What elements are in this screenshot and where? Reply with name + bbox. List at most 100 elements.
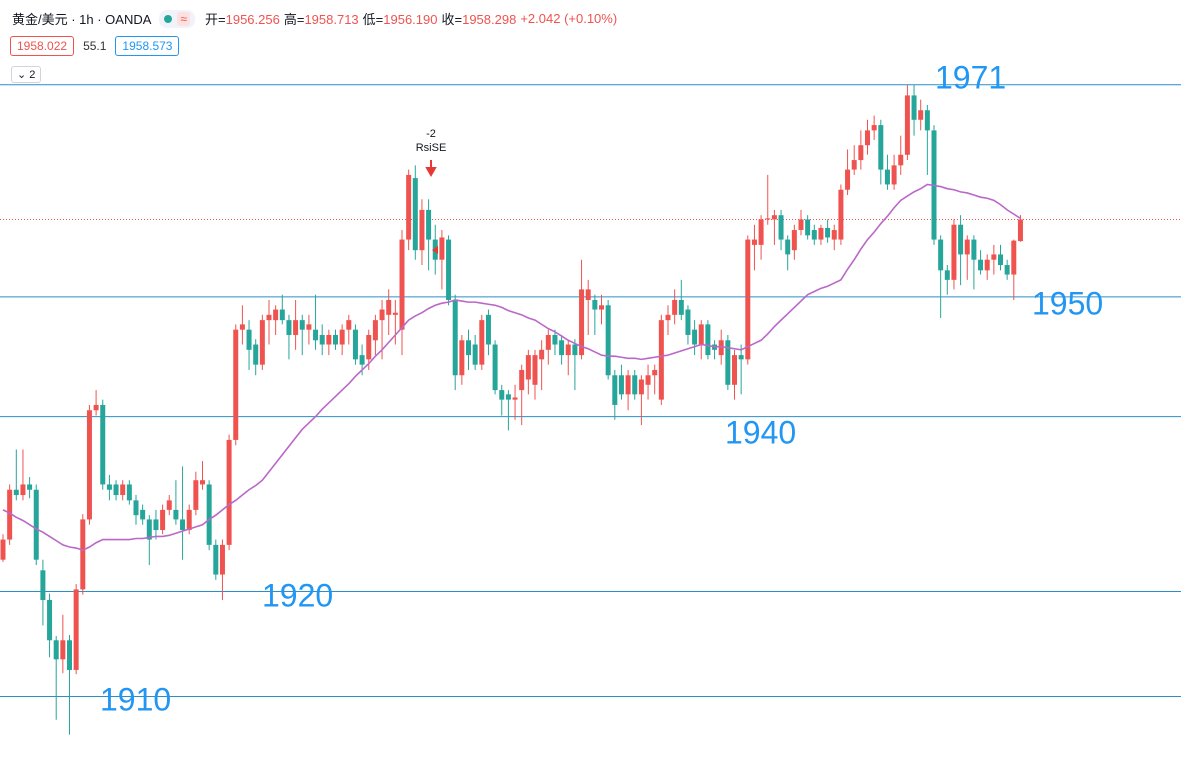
candle-body (293, 320, 299, 335)
header: 黄金/美元 · 1h · OANDA ≈ 开=1956.256 高=1958.7… (12, 9, 617, 28)
candle-body (725, 340, 731, 385)
candle-body (13, 489, 19, 496)
candle-body (951, 224, 957, 280)
candle-body (758, 219, 764, 245)
candle-body (512, 397, 518, 400)
candle-body (313, 329, 319, 341)
legend-label: 收= (441, 12, 463, 27)
candle-body (732, 355, 737, 385)
candle-body (678, 299, 684, 315)
legend-value: 1956.256 (225, 12, 280, 27)
candle-body (372, 320, 378, 341)
candle-body (964, 239, 970, 255)
candle-body (805, 219, 811, 236)
candle-body (858, 145, 864, 161)
indicator-value: 1958.022 (10, 36, 75, 56)
candle-body (599, 305, 604, 310)
candle-body (798, 219, 804, 231)
candle-body (306, 324, 312, 330)
legend-low: 低=1956.190 (363, 9, 438, 28)
candle-body (838, 189, 844, 240)
candle-body (140, 509, 146, 520)
candle-body (386, 299, 392, 315)
candle-body (173, 509, 179, 520)
candle-body (459, 340, 465, 376)
candle-body (20, 484, 26, 496)
candle-body (392, 312, 398, 315)
candle-body (346, 320, 352, 330)
candle-body (539, 349, 545, 360)
indicator-value: 55.1 (83, 39, 107, 53)
candle-body (845, 169, 851, 190)
legend-change: +2.042 (+0.10%) (520, 11, 618, 26)
collapse-button[interactable]: ⌄ 2 (11, 66, 42, 83)
candle-body (180, 519, 186, 531)
candle-body (73, 589, 79, 670)
candle-body (1011, 240, 1017, 275)
level-annotation: 1940 (725, 414, 796, 450)
candle-body (426, 209, 432, 240)
candle-body (106, 484, 112, 490)
candle-body (206, 484, 212, 545)
level-annotation: 1920 (262, 577, 333, 613)
candle-body (665, 314, 671, 321)
candle-body (705, 324, 711, 356)
candle-body (918, 110, 924, 120)
candle-body (27, 484, 33, 490)
candle-body (153, 519, 159, 531)
legend-close: 收=1958.298 (442, 9, 517, 28)
candle-body (299, 320, 305, 330)
candle-body (672, 299, 678, 315)
candle-body (499, 390, 505, 400)
candle-body (771, 215, 777, 220)
candle-body (811, 230, 817, 240)
candle-body (1017, 219, 1023, 242)
candle-body (658, 320, 664, 400)
candle-body (751, 239, 757, 245)
candle-body (592, 299, 598, 310)
candle-body (93, 404, 99, 411)
candle-body (851, 160, 857, 170)
candle-body (485, 314, 491, 345)
candle-body (120, 484, 126, 496)
candle-body (791, 230, 797, 251)
legend-value: 1956.190 (383, 12, 438, 27)
status-pill[interactable]: ≈ (159, 9, 196, 28)
candle-body (439, 237, 445, 260)
candle-body (33, 489, 39, 560)
candle-body (545, 334, 551, 350)
candle-body (785, 239, 791, 255)
candle-body (818, 227, 824, 240)
candle-body (525, 355, 531, 380)
signal-arrow (425, 160, 437, 178)
candle-body (7, 489, 13, 540)
candle-body (605, 305, 611, 376)
level-annotation: 1971 (935, 59, 1006, 95)
candle-body (233, 329, 239, 440)
candle-body (911, 95, 917, 120)
candle-body (352, 329, 358, 360)
candle-body (505, 394, 511, 400)
legend-open: 开=1956.256 (205, 9, 280, 28)
candle-body (399, 239, 405, 330)
legend-label: 开= (205, 12, 226, 27)
candle-body (239, 324, 245, 330)
legend-value: 1958.713 (304, 12, 359, 27)
candle-body (492, 344, 498, 391)
candle-body (579, 289, 585, 356)
candle-body (559, 340, 565, 356)
candle-body (53, 640, 59, 660)
candle-body (80, 519, 86, 590)
candle-body (213, 544, 219, 575)
candle-body (938, 239, 944, 271)
candle-body (246, 329, 252, 350)
candle-body (991, 254, 997, 260)
candle-body (825, 227, 831, 238)
candle-body (333, 334, 338, 345)
candle-body (831, 230, 837, 240)
candle-body (133, 500, 139, 516)
candle-body (944, 270, 950, 280)
candle-body (984, 259, 990, 271)
candle-body (412, 178, 418, 251)
